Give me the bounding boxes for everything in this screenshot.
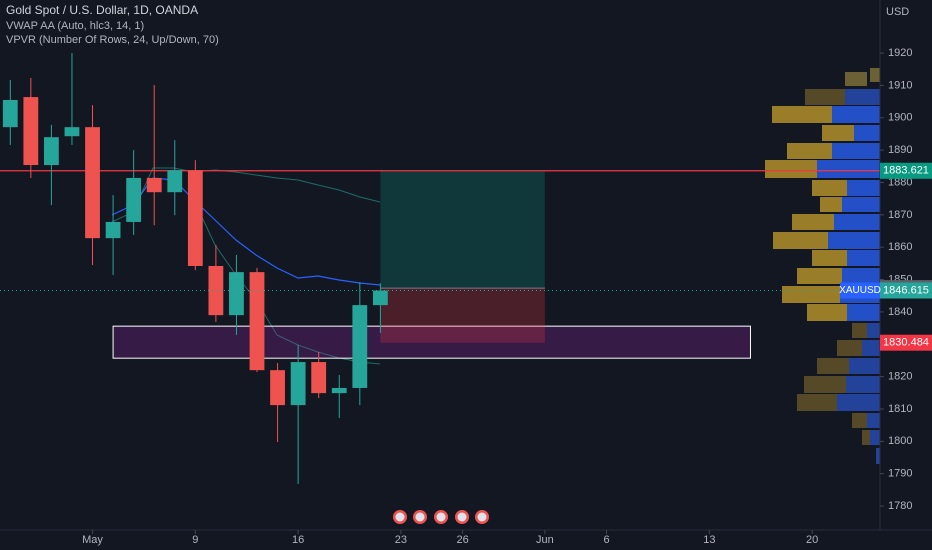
candle-body [105,221,121,239]
y-tick-label: 1820 [888,371,912,383]
candle-body [44,137,59,166]
symbol-marker [840,282,880,299]
currency-label: USD [886,6,909,18]
candle-body [270,370,285,406]
price-marker-label: 1846.615 [883,284,929,296]
y-tick-label: 1810 [888,403,912,415]
candle-body [146,177,162,193]
candle-body [372,290,388,306]
y-tick-label: 1900 [888,112,912,124]
y-tick-label: 1880 [888,176,912,188]
candle-body [229,272,244,316]
position-target [380,170,545,289]
price-marker [880,334,932,351]
candle-body [331,387,347,394]
candle-body [167,170,183,193]
plot-area [0,53,880,485]
price-marker [880,282,932,299]
y-tick-label: 1870 [888,209,912,221]
x-tick-label: 20 [806,534,818,546]
x-tick-label: 9 [192,534,198,546]
candle-body [249,272,265,371]
zone [112,325,751,359]
y-tick-label: 1790 [888,468,912,480]
indicator-label: VPVR (Number Of Rows, 24, Up/Down, 70) [6,34,219,46]
y-tick-label: 1890 [888,144,912,156]
price-marker-label: 1830.484 [883,337,929,349]
candle-body [85,127,100,239]
y-tick-label: 1860 [888,241,912,253]
indicator-label: VWAP AA (Auto, hlc3, 14, 1) [6,20,144,32]
volume-profile [765,68,880,464]
price-axis [880,0,932,550]
x-tick-label: 26 [456,534,468,546]
y-tick-label: 1910 [888,79,912,91]
x-tick-label: Jun [536,534,554,546]
candle-body [290,362,306,406]
candle-body [208,265,224,316]
symbol-marker-label: XAUUSD [839,285,881,296]
x-tick-label: 16 [292,534,304,546]
candle-body [187,170,203,266]
x-tick-label: May [82,534,103,546]
position-stop [380,288,545,343]
chart-title: Gold Spot / U.S. Dollar, 1D, OANDA [6,3,198,17]
x-tick-label: 13 [703,534,715,546]
event-icons [393,510,489,524]
candle-body [311,362,327,394]
y-tick-label: 1920 [888,47,912,59]
price-marker-label: 1883.621 [883,165,929,177]
candle-body [64,127,80,137]
price-marker [880,162,932,179]
candle-body [126,177,142,222]
y-tick-label: 1800 [888,435,912,447]
x-tick-label: 6 [603,534,609,546]
candle-body [352,305,368,388]
candle-body [23,97,39,166]
x-tick-label: 23 [395,534,407,546]
y-tick-label: 1780 [888,500,912,512]
candle-body [2,99,18,128]
y-tick-label: 1840 [888,306,912,318]
